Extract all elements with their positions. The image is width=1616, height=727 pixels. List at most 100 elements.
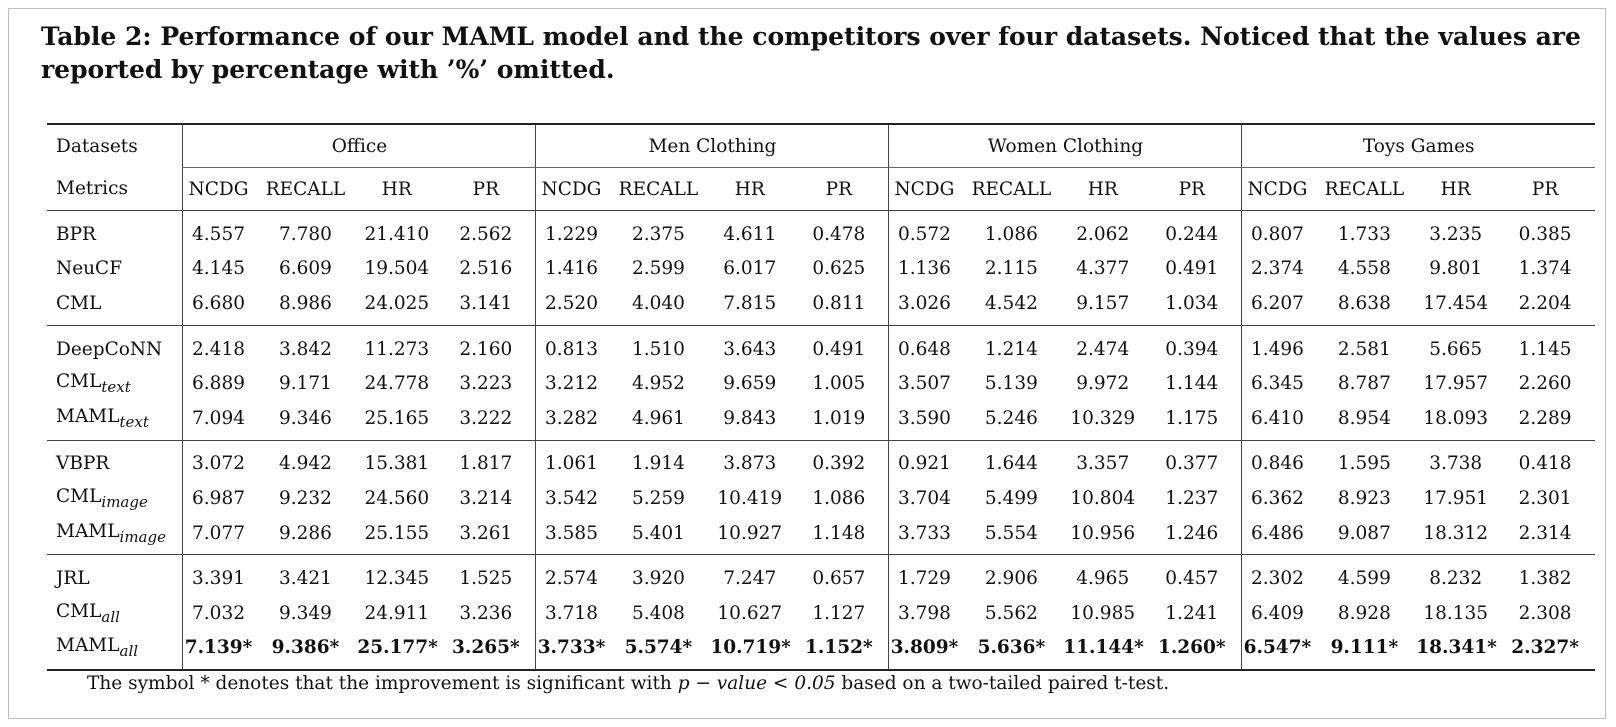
model-name: VBPR [47,439,183,482]
metric-value: 5.554 [984,522,1038,544]
model-name-subscript: all [101,607,120,626]
model-name-text: MAML [56,405,120,427]
metric-value: 3.421 [253,554,358,596]
metric-value: 1.644 [959,439,1064,482]
metric-header: RECALL [1324,178,1405,200]
metric-value: 3.809* [888,630,960,672]
metric-value: 6.889 [182,366,254,401]
metric-value-bold: 18.341* [1416,637,1497,659]
metric-value: 0.377 [1142,439,1242,482]
table-row: MAMLtext 7.094 9.346 25.165 3.222 3.282 4.961 9… [47,400,1595,441]
metric-value-bold: 5.636* [977,637,1046,659]
metric-value: 3.733 [888,515,960,555]
model-name-subscript: text [119,412,149,431]
metric-value: 1.019 [812,407,866,429]
table-row: MAMLall 7.139* 9.386* 25.177* 3.265* 3.733* 5.… [47,630,1595,672]
metric-value: 3.214 [459,487,513,509]
metric-value-bold: 1.260* [1157,637,1226,659]
metric-value: 9.659 [723,373,777,395]
model-name: CMLimage [47,481,183,516]
metric-header: RECALL [618,178,699,200]
metric-value: 3.072 [182,439,254,482]
metric-value: 2.375 [606,209,711,252]
metric-value-bold: 1.152* [805,637,873,659]
table-row: MAMLimage 7.077 9.286 25.155 3.261 3.585 5.401… [47,515,1595,555]
metric-header: NCDG [1241,167,1313,211]
metric-value: 17.951 [1423,487,1489,509]
metric-value: 7.094 [182,400,254,441]
metric-value-bold: 25.177* [357,637,438,659]
metric-value: 6.680 [182,286,254,326]
metric-value: 2.599 [631,258,685,280]
dataset-header-row: Datasets Office Men Clothing Women Cloth… [47,123,1595,168]
model-name-subscript: image [119,527,166,546]
metric-value: 24.911 [364,602,430,624]
metric-value: 3.265* [436,630,536,672]
metric-value: 10.329 [1070,407,1136,429]
metric-value: 5.562 [984,602,1038,624]
model-name-text: BPR [56,223,96,245]
model-name-subscript: image [101,492,148,511]
metric-value: 11.273 [357,324,437,367]
footnote-text-after: based on a two-tailed paired t-test. [835,673,1170,694]
datasets-label: Datasets [47,123,183,168]
metric-value: 0.478 [789,209,889,252]
metric-value: 9.157 [1076,292,1130,314]
model-name: CML [47,286,183,325]
metric-value: 1.260* [1142,630,1242,672]
model-name: CMLtext [47,366,183,401]
metric-value: 0.648 [888,324,960,367]
metric-value: 1.175 [1165,407,1219,429]
metric-value: 7.815 [723,292,777,314]
metric-value: 2.474 [1063,324,1143,367]
footnote-math: p − value < 0.05 [677,673,836,694]
metric-value: 8.954 [1337,407,1391,429]
metric-value: 6.409 [1241,595,1313,631]
metric-value: 25.177* [357,630,438,672]
metric-value: 5.259 [631,487,685,509]
metric-value: 24.025 [364,292,430,314]
metric-header: RECALL [971,178,1052,200]
metric-value: 21.410 [357,209,437,252]
metric-value: 1.145 [1495,324,1595,367]
model-name-text: VBPR [56,453,110,475]
metric-value: 9.843 [723,407,777,429]
metric-value: 6.410 [1241,400,1313,441]
metric-header: NCDG [888,167,960,211]
model-name-subscript: text [101,378,131,397]
metric-value: 19.504 [364,258,430,280]
metric-value: 3.590 [888,400,960,441]
metric-value: 10.804 [1070,487,1136,509]
metric-value: 0.491 [789,324,889,367]
model-name-text: CML [56,292,102,314]
metric-value: 2.327* [1495,630,1595,672]
metric-value: 9.171 [278,373,332,395]
metric-value: 9.286 [278,522,332,544]
metric-value: 1.496 [1241,324,1313,367]
metric-value: 25.165 [364,407,430,429]
table-row: CMLimage 6.987 9.232 24.560 3.214 3.542 5.259 1… [47,481,1595,516]
table-row: CMLtext 6.889 9.171 24.778 3.223 3.212 4.952 9.… [47,366,1595,401]
metric-value-bold: 3.809* [890,637,959,659]
dataset-men-clothing: Men Clothing [535,123,889,168]
metric-value: 5.408 [631,602,685,624]
metric-value: 0.385 [1495,209,1595,252]
metric-value: 5.574* [606,630,711,672]
table-row: CMLall 7.032 9.349 24.911 3.236 3.718 5.408 10.… [47,595,1595,631]
metric-value: 3.141 [459,292,513,314]
metric-value: 1.237 [1165,487,1219,509]
metric-value: 9.346 [278,407,332,429]
metric-value: 2.115 [984,258,1038,280]
metric-value: 18.312 [1423,522,1489,544]
metric-value-bold: 10.719* [710,637,791,659]
metric-value: 4.377 [1076,258,1130,280]
model-name: MAMLimage [47,516,183,555]
metric-header-row: Metrics NCDG RECALL HR PR NCDG RECALL HR PR NCDG… [47,167,1595,211]
metric-value: 0.572 [888,209,960,252]
metric-value: 10.956 [1070,522,1136,544]
metric-value: 3.704 [888,481,960,516]
model-name-text: CML [56,600,102,622]
metric-value: 3.236 [459,602,513,624]
metric-value: 10.419 [717,487,783,509]
metric-value: 0.244 [1142,209,1242,252]
